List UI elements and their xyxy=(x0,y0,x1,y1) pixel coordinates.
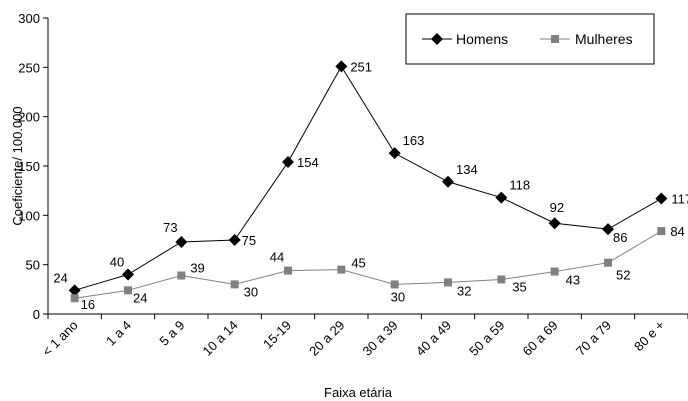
series-line-1 xyxy=(74,230,662,299)
y-tick-label-300: 300 xyxy=(18,11,40,26)
x-tick-label-6: 30 a 39 xyxy=(360,318,401,359)
legend-marker-homens xyxy=(431,33,443,45)
x-tick-label-10: 70 a 79 xyxy=(573,318,614,359)
point-1-10 xyxy=(604,258,612,267)
y-tick-label-0: 0 xyxy=(33,307,40,322)
x-tick-label-8: 50 a 59 xyxy=(466,318,507,359)
data-label-0-8: 118 xyxy=(509,178,530,193)
data-label-0-7: 134 xyxy=(456,162,478,177)
data-label-0-10: 86 xyxy=(613,230,627,245)
y-tick-label-100: 100 xyxy=(18,208,40,223)
data-label-0-3: 75 xyxy=(242,233,256,248)
point-0-10 xyxy=(602,223,614,236)
data-label-1-6: 30 xyxy=(391,289,405,304)
point-1-9 xyxy=(550,267,559,276)
legend: Homens Mulheres xyxy=(405,13,655,65)
point-1-0 xyxy=(70,294,79,303)
point-1-3 xyxy=(230,280,239,289)
y-ticks: 0 50 100 150 200 250 300 xyxy=(18,11,48,322)
data-labels: 24 40 73 75 154 251 163 134 118 92 86 117 16 24 39 30 44… xyxy=(53,59,688,312)
y-axis-label: Coeficiente/ 100.000 xyxy=(10,106,25,225)
point-0-0 xyxy=(68,284,81,297)
y-tick-label-200: 200 xyxy=(18,110,40,125)
x-tick-label-7: 40 a 49 xyxy=(413,318,454,359)
data-label-0-9: 92 xyxy=(550,200,564,215)
legend-label-mulheres: Mulheres xyxy=(575,31,633,47)
data-label-1-10: 52 xyxy=(616,268,630,283)
point-1-1 xyxy=(124,286,132,295)
data-label-1-1: 24 xyxy=(133,290,147,305)
data-label-1-0: 16 xyxy=(81,297,95,312)
legend-marker-mulheres xyxy=(551,35,559,43)
x-axis-label: Faixa etária xyxy=(324,385,393,400)
y-tick-label-250: 250 xyxy=(18,60,40,75)
point-0-11 xyxy=(655,192,668,205)
x-tick-label-0: < 1 ano xyxy=(39,318,81,360)
point-0-5 xyxy=(335,60,348,73)
data-label-1-9: 43 xyxy=(566,273,580,288)
data-label-1-11: 84 xyxy=(670,224,684,239)
x-tick-label-2: 5 a 9 xyxy=(156,318,187,349)
x-tick-label-4: 15-19 xyxy=(260,318,294,352)
data-label-1-2: 39 xyxy=(190,261,204,276)
data-label-0-11: 117 xyxy=(671,192,688,207)
data-label-0-6: 163 xyxy=(403,133,425,148)
data-label-1-3: 30 xyxy=(244,284,258,299)
point-0-9 xyxy=(548,217,561,230)
data-label-1-8: 35 xyxy=(512,279,526,294)
point-0-6 xyxy=(388,147,401,160)
point-1-11 xyxy=(657,227,666,236)
data-label-0-4: 154 xyxy=(297,155,319,170)
legend-label-homens: Homens xyxy=(456,31,508,47)
point-0-8 xyxy=(495,191,508,204)
x-tick-label-3: 10 a 14 xyxy=(200,318,241,359)
point-0-3 xyxy=(228,234,241,246)
point-1-4 xyxy=(284,266,292,275)
data-label-1-5: 45 xyxy=(351,256,365,271)
legend-box xyxy=(405,13,655,65)
y-tick-label-50: 50 xyxy=(26,258,40,273)
x-tick-label-5: 20 a 29 xyxy=(306,318,347,359)
data-label-1-7: 32 xyxy=(457,283,471,298)
point-1-5 xyxy=(337,265,346,274)
point-0-7 xyxy=(442,175,454,188)
series-line-0 xyxy=(74,65,662,291)
x-tick-label-9: 60 a 69 xyxy=(520,318,561,359)
point-1-6 xyxy=(390,280,399,289)
data-label-1-4: 44 xyxy=(270,250,284,265)
point-0-1 xyxy=(122,268,134,281)
series-group xyxy=(68,60,668,303)
x-ticks: < 1 ano 1 a 4 5 a 9 10 a 14 15-19 20 a 29 30 a… xyxy=(39,314,688,359)
point-0-4 xyxy=(282,156,294,169)
data-label-0-2: 73 xyxy=(163,220,177,235)
point-1-2 xyxy=(177,271,186,280)
point-1-7 xyxy=(444,278,452,287)
point-0-2 xyxy=(175,235,188,248)
data-label-0-1: 40 xyxy=(110,255,124,270)
x-tick-label-11: 80 e + xyxy=(631,318,667,354)
y-tick-label-150: 150 xyxy=(18,159,40,174)
point-1-8 xyxy=(497,275,506,284)
x-tick-label-1: 1 a 4 xyxy=(103,318,134,349)
data-label-0-0: 24 xyxy=(53,270,67,285)
data-label-0-5: 251 xyxy=(350,59,372,74)
